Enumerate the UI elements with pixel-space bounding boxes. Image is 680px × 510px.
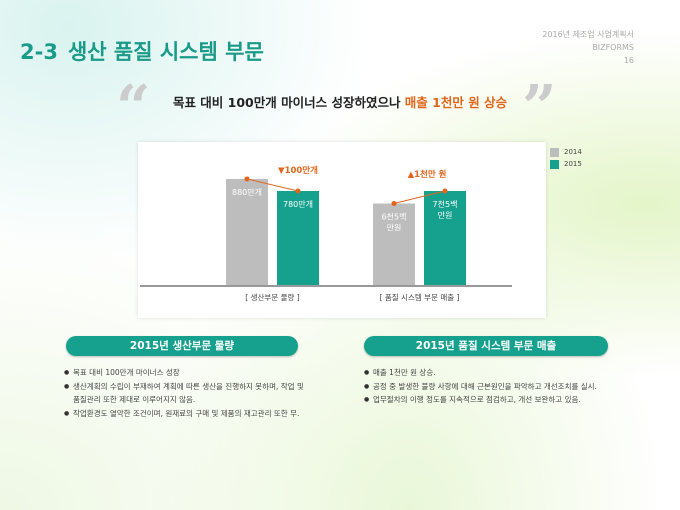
production-list: 목표 대비 100만개 마이너스 성장 생산계획의 수립이 부재하여 계획에 따… [64, 366, 308, 420]
change-label: ▼100만개 [278, 165, 318, 176]
category-label: [ 품질 시스템 부문 매출 ] [380, 292, 460, 302]
bar-2014 [226, 178, 268, 285]
change-label: ▲1천만 원 [408, 169, 447, 180]
section-number: 2-3 [20, 40, 58, 64]
data-label: 7천5백 [433, 199, 458, 209]
doc-title: 2016년 제조업 사업계획서 [542, 30, 634, 39]
data-label: 880만개 [232, 187, 262, 197]
bar-2015 [424, 191, 466, 285]
quality-list: 매출 1천만 원 상승. 공정 중 발생한 불량 사항에 대해 근본원인을 파악… [364, 366, 614, 407]
chart-panel [138, 142, 546, 318]
legend-label: 2014 [564, 148, 582, 156]
data-label: 만원 [387, 224, 402, 233]
data-label: 만원 [438, 211, 453, 220]
data-label: 6천5백 [382, 212, 407, 222]
headline: 목표 대비 100만개 마이너스 성장하였으나 매출 1천만 원 상승 [0, 92, 680, 111]
headline-highlight: 매출 1천만 원 상승 [404, 95, 508, 110]
section-header-quality: 2015년 품질 시스템 부문 매출 [364, 336, 608, 356]
trend-point [442, 188, 448, 194]
section-header-production: 2015년 생산부문 물량 [66, 336, 298, 356]
bar-2014 [373, 203, 415, 285]
trend-line [393, 190, 446, 205]
trend-point [391, 201, 397, 207]
trend-line [246, 178, 299, 192]
legend-2014: 2014 [550, 146, 582, 158]
trend-point [295, 188, 301, 194]
legend-swatch [550, 159, 559, 169]
list-item: 공정 중 발생한 불량 사항에 대해 근본원인을 파악하고 개선조치를 실시. [364, 380, 614, 394]
headline-text: 목표 대비 100만개 마이너스 성장하였으나 [172, 95, 405, 110]
list-item: 목표 대비 100만개 마이너스 성장 [64, 366, 308, 380]
list-item: 업무절차의 이행 정도를 지속적으로 점검하고, 개선 보완하고 있음. [364, 393, 614, 407]
section-title: 생산 품질 시스템 부문 [67, 40, 264, 64]
list-item: 매출 1천만 원 상승. [364, 366, 614, 380]
legend-label: 2015 [564, 160, 582, 168]
trend-point [244, 176, 250, 182]
legend: 2014 2015 [550, 146, 582, 170]
bar-2015 [277, 191, 319, 285]
page-title: 2-3 생산 품질 시스템 부문 [20, 36, 264, 66]
page-number: 16 [623, 56, 634, 65]
category-label: [ 생산부문 물량 ] [245, 292, 299, 302]
data-label: 780만개 [283, 199, 313, 209]
legend-swatch [550, 147, 559, 157]
list-item: 작업환경도 열악한 조건이며, 원재료의 구매 및 제품의 재고관리 또한 무. [64, 407, 308, 421]
brand: BIZFORMS [592, 43, 634, 52]
legend-2015: 2015 [550, 158, 582, 170]
close-quote-icon: ” [522, 73, 557, 143]
list-item: 생산계획의 수립이 부재하여 계획에 따른 생산을 진행하지 못하며, 작업 및… [64, 380, 308, 407]
doc-meta: 2016년 제조업 사업계획서 BIZFORMS 16 [542, 28, 634, 67]
open-quote-icon: “ [116, 73, 151, 143]
